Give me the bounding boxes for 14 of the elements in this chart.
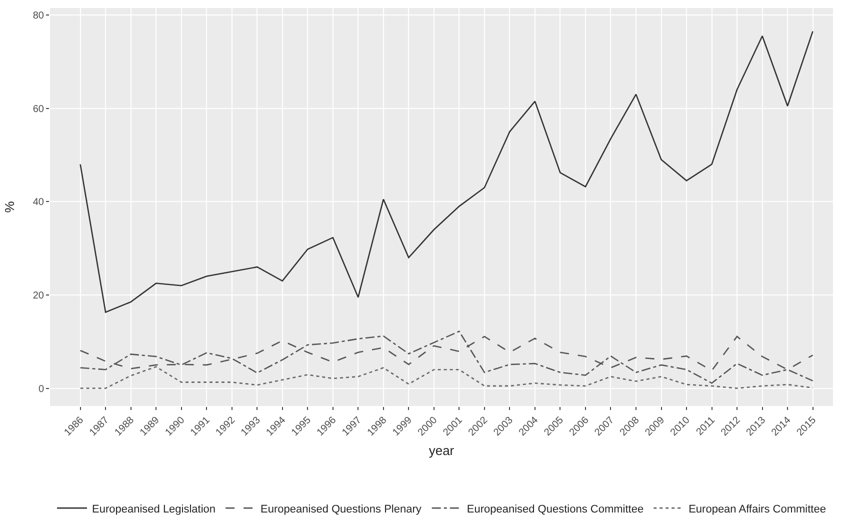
y-tick-label: 20 <box>32 290 44 302</box>
legend-label: European Affairs Committee <box>688 503 826 516</box>
legend-label: Europeanised Questions Plenary <box>260 503 422 516</box>
legend-label: Europeanised Questions Committee <box>466 503 644 516</box>
line-series <box>80 366 814 389</box>
y-tick-label: 0 <box>38 384 44 395</box>
y-tick-label: 40 <box>32 197 44 208</box>
y-tick-label: 80 <box>32 10 44 22</box>
x-axis-title: year <box>428 443 455 458</box>
y-tick-label: 60 <box>32 104 44 115</box>
line-series <box>80 330 814 384</box>
y-axis-title: % <box>2 200 17 213</box>
line-series <box>80 30 814 313</box>
legend-label: Europeanised Legislation <box>92 503 216 516</box>
